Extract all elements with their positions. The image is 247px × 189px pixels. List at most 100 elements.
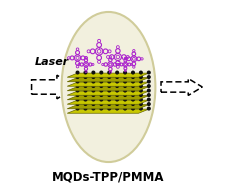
Circle shape	[124, 76, 126, 78]
Polygon shape	[67, 100, 149, 104]
Polygon shape	[67, 78, 149, 82]
Circle shape	[140, 103, 142, 105]
Circle shape	[84, 103, 87, 105]
Circle shape	[92, 80, 95, 83]
Circle shape	[140, 89, 142, 92]
Circle shape	[116, 98, 119, 101]
Circle shape	[132, 98, 134, 101]
Polygon shape	[67, 87, 149, 91]
Circle shape	[140, 85, 142, 87]
Circle shape	[92, 107, 95, 110]
Circle shape	[124, 107, 126, 110]
Circle shape	[108, 94, 111, 96]
Circle shape	[76, 89, 79, 92]
Circle shape	[147, 85, 150, 87]
Circle shape	[140, 94, 142, 96]
Circle shape	[124, 80, 126, 83]
Circle shape	[108, 71, 111, 74]
Circle shape	[100, 85, 103, 87]
Circle shape	[100, 89, 103, 92]
Circle shape	[116, 85, 119, 87]
Circle shape	[92, 94, 95, 96]
Circle shape	[132, 71, 134, 74]
Circle shape	[76, 76, 79, 78]
Circle shape	[116, 94, 119, 96]
Circle shape	[108, 98, 111, 101]
Circle shape	[92, 103, 95, 105]
Circle shape	[116, 76, 119, 78]
Polygon shape	[67, 73, 149, 77]
Circle shape	[140, 107, 142, 110]
Circle shape	[76, 103, 79, 105]
Circle shape	[108, 80, 111, 83]
Circle shape	[116, 71, 119, 74]
Polygon shape	[161, 79, 202, 95]
Circle shape	[76, 98, 79, 101]
Circle shape	[116, 107, 119, 110]
Circle shape	[100, 76, 103, 78]
Circle shape	[147, 94, 150, 96]
Circle shape	[132, 107, 134, 110]
Circle shape	[147, 76, 150, 78]
Circle shape	[116, 103, 119, 105]
Circle shape	[132, 76, 134, 78]
Circle shape	[92, 76, 95, 78]
Circle shape	[132, 80, 134, 83]
Circle shape	[84, 94, 87, 96]
Circle shape	[132, 94, 134, 96]
Polygon shape	[67, 82, 149, 86]
Circle shape	[108, 103, 111, 105]
Circle shape	[132, 103, 134, 105]
Circle shape	[140, 80, 142, 83]
Circle shape	[84, 71, 87, 74]
Circle shape	[84, 76, 87, 78]
Polygon shape	[67, 105, 149, 109]
Circle shape	[84, 80, 87, 83]
Circle shape	[132, 85, 134, 87]
Circle shape	[84, 107, 87, 110]
Circle shape	[147, 89, 150, 92]
Circle shape	[84, 85, 87, 87]
Circle shape	[92, 89, 95, 92]
Circle shape	[92, 71, 95, 74]
Circle shape	[147, 98, 150, 101]
Circle shape	[76, 80, 79, 83]
Circle shape	[100, 103, 103, 105]
Circle shape	[116, 80, 119, 83]
Ellipse shape	[62, 12, 155, 162]
Circle shape	[124, 94, 126, 96]
Text: MQDs-TPP/PMMA: MQDs-TPP/PMMA	[52, 170, 165, 184]
Circle shape	[100, 98, 103, 101]
Circle shape	[124, 71, 126, 74]
Circle shape	[147, 71, 150, 74]
Text: Laser: Laser	[34, 57, 69, 67]
Circle shape	[84, 98, 87, 101]
Circle shape	[116, 89, 119, 92]
Circle shape	[76, 71, 79, 74]
Circle shape	[92, 98, 95, 101]
Circle shape	[76, 85, 79, 87]
Polygon shape	[67, 91, 149, 95]
Circle shape	[108, 107, 111, 110]
Polygon shape	[67, 96, 149, 100]
Circle shape	[147, 80, 150, 83]
Circle shape	[108, 85, 111, 87]
Circle shape	[100, 80, 103, 83]
Circle shape	[108, 76, 111, 78]
Circle shape	[108, 89, 111, 92]
Circle shape	[124, 89, 126, 92]
Polygon shape	[32, 75, 77, 99]
Circle shape	[124, 98, 126, 101]
Circle shape	[92, 85, 95, 87]
Circle shape	[124, 103, 126, 105]
Circle shape	[100, 71, 103, 74]
Circle shape	[140, 98, 142, 101]
Circle shape	[147, 107, 150, 110]
Circle shape	[124, 85, 126, 87]
Circle shape	[140, 71, 142, 74]
Circle shape	[147, 103, 150, 105]
Circle shape	[100, 107, 103, 110]
Circle shape	[84, 89, 87, 92]
Circle shape	[76, 94, 79, 96]
Circle shape	[76, 107, 79, 110]
